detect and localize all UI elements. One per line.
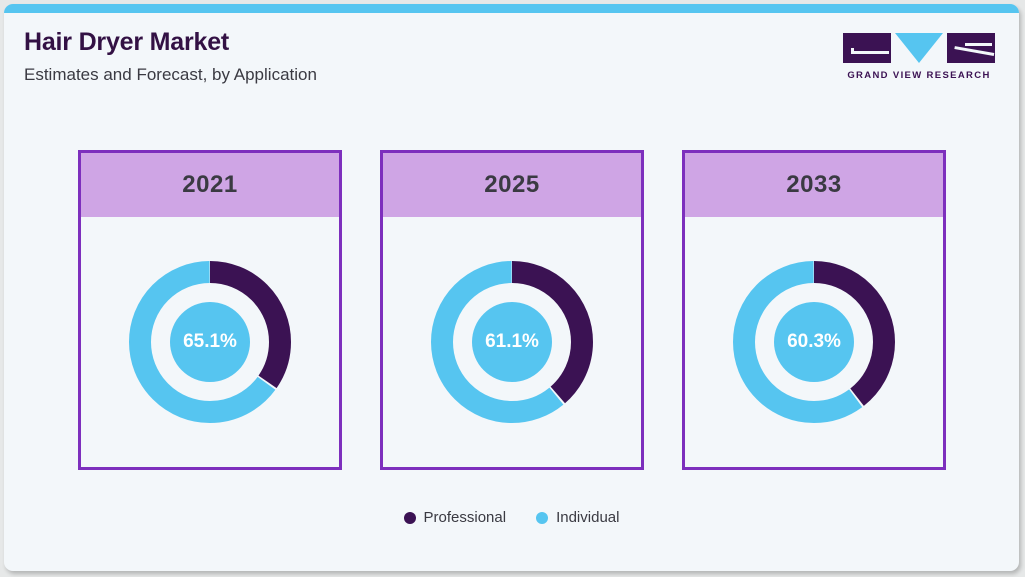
year-label: 2021 [182,171,238,198]
donut-inner-disc [170,302,250,382]
donut-inner-disc [472,302,552,382]
year-card[interactable]: 2025 61.1% [380,150,644,470]
legend-item[interactable]: Individual [536,509,619,526]
year-card-header: 2025 [383,153,641,217]
year-label: 2025 [484,171,540,198]
title-block: Hair Dryer Market Estimates and Forecast… [24,28,317,84]
donut-slice-individual[interactable] [431,261,593,423]
donut-area: 60.3% [685,217,943,467]
legend-label: Professional [423,509,507,526]
header: Hair Dryer Market Estimates and Forecast… [4,13,1019,105]
donut-inner-disc [774,302,854,382]
logo-letter-r-icon [947,33,995,63]
donut-chart[interactable]: 65.1% [129,261,291,423]
donut-slice-individual[interactable] [733,261,895,423]
year-card-header: 2021 [81,153,339,217]
legend-swatch-icon [403,511,416,524]
year-cards-row: 2021 65.1% 2025 61.1% 2033 60.3% [78,150,946,470]
legend-swatch-icon [536,511,549,524]
logo-wordmark: GRAND VIEW RESEARCH [847,70,991,81]
donut-area: 65.1% [81,217,339,467]
brand-logo: GRAND VIEW RESEARCH [843,33,995,81]
legend-label: Individual [556,509,620,526]
logo-letter-g-icon [843,33,891,63]
legend: Professional Individual [4,509,1019,526]
donut-area: 61.1% [383,217,641,467]
legend-item[interactable]: Professional [403,509,507,526]
logo-letter-v-icon [895,33,943,63]
year-card-header: 2033 [685,153,943,217]
page-title: Hair Dryer Market [24,28,230,56]
donut-slice-individual[interactable] [129,261,291,423]
year-card[interactable]: 2033 60.3% [682,150,946,470]
page-card: Hair Dryer Market Estimates and Forecast… [4,4,1019,571]
logo-mark [843,33,995,63]
donut-chart[interactable]: 61.1% [431,261,593,423]
page-subtitle: Estimates and Forecast, by Application [24,64,317,84]
year-card[interactable]: 2021 65.1% [78,150,342,470]
top-accent-strip [4,4,1019,13]
donut-chart[interactable]: 60.3% [733,261,895,423]
year-label: 2033 [786,171,842,198]
